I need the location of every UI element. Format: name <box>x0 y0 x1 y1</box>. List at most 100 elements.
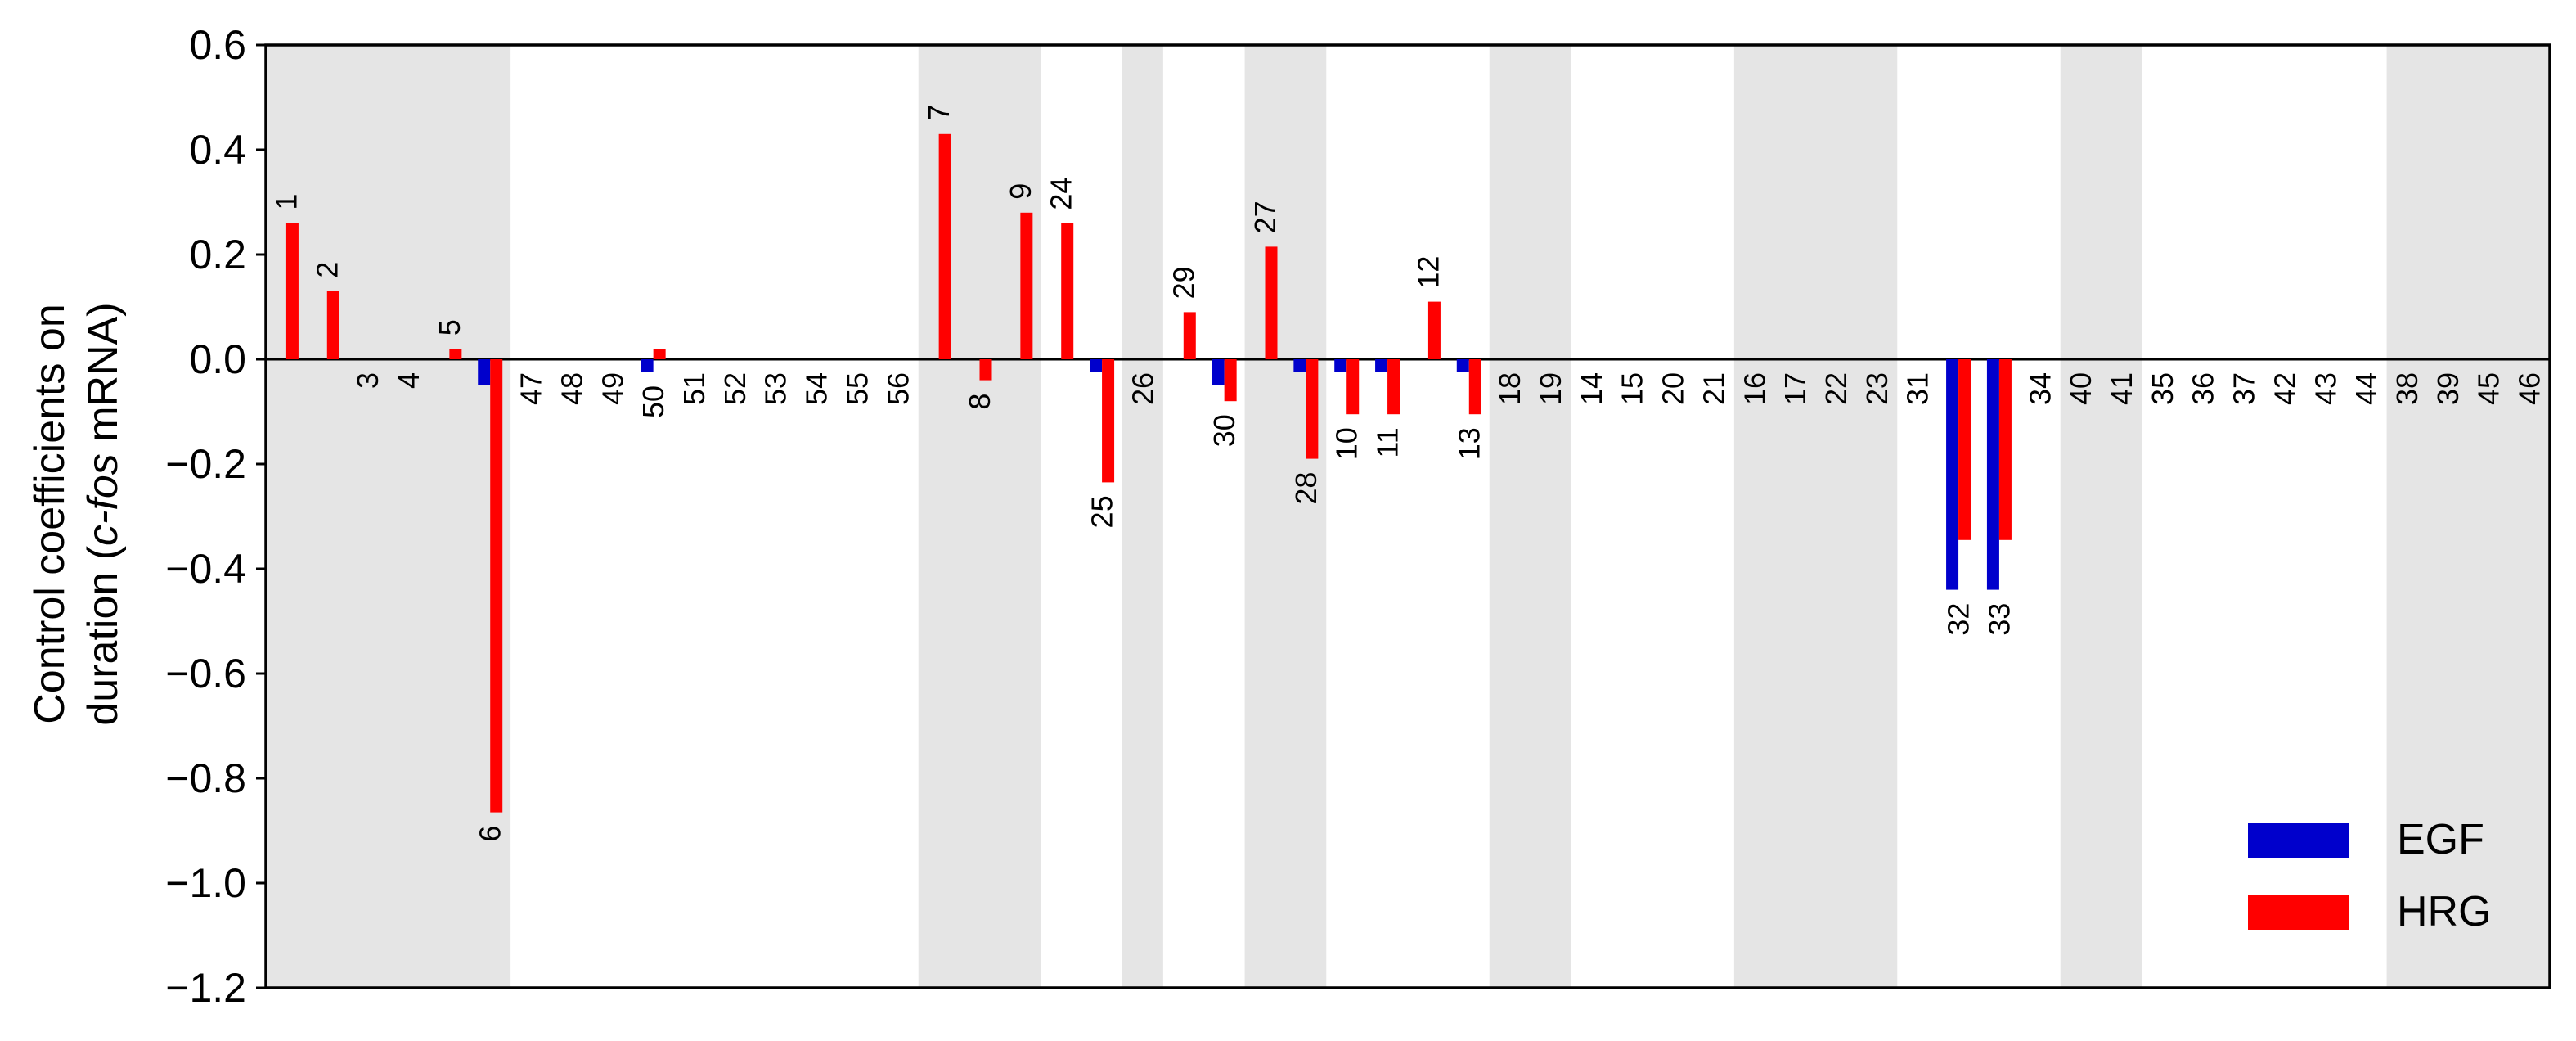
y-tick-label: −0.6 <box>165 651 246 696</box>
category-label-5: 5 <box>433 319 466 336</box>
category-label-15: 15 <box>1616 372 1649 405</box>
category-label-46: 46 <box>2513 372 2547 405</box>
bar-hrg-10 <box>1346 359 1360 415</box>
y-tick-label: 0.2 <box>189 232 246 277</box>
bar-hrg-33 <box>1998 359 2012 540</box>
category-label-48: 48 <box>555 372 588 405</box>
bar-hrg-13 <box>1468 359 1481 415</box>
category-label-26: 26 <box>1126 372 1159 405</box>
bar-hrg-6 <box>490 359 503 813</box>
bar-hrg-28 <box>1306 359 1319 459</box>
category-label-35: 35 <box>2146 372 2179 405</box>
category-label-1: 1 <box>269 194 303 210</box>
y-tick-label: −1.2 <box>165 965 246 1011</box>
y-axis-label-line2: duration (c-fos mRNA) <box>79 302 127 725</box>
category-label-32: 32 <box>1942 603 1976 636</box>
category-label-49: 49 <box>596 372 629 405</box>
category-label-34: 34 <box>2023 372 2057 405</box>
bar-hrg-9 <box>1020 212 1033 359</box>
category-label-53: 53 <box>759 372 793 405</box>
bar-hrg-50 <box>653 349 666 359</box>
category-label-45: 45 <box>2472 372 2506 405</box>
bar-hrg-30 <box>1224 359 1237 402</box>
y-tick-label: −1.0 <box>165 860 246 906</box>
legend-label-hrg: HRG <box>2397 888 2492 935</box>
category-label-17: 17 <box>1778 372 1812 405</box>
bar-hrg-32 <box>1958 359 1971 540</box>
category-label-21: 21 <box>1697 372 1730 405</box>
bar-egf-33 <box>1986 359 1999 590</box>
category-label-42: 42 <box>2268 372 2301 405</box>
category-label-41: 41 <box>2105 372 2138 405</box>
shaded-band-3 <box>1122 45 1163 988</box>
category-label-33: 33 <box>1982 603 2016 636</box>
category-label-51: 51 <box>677 372 711 405</box>
bar-hrg-2 <box>326 291 339 359</box>
category-label-47: 47 <box>515 372 548 405</box>
category-label-39: 39 <box>2431 372 2465 405</box>
bar-egf-13 <box>1456 359 1469 372</box>
category-label-22: 22 <box>1819 372 1853 405</box>
bars-layer <box>285 133 2012 813</box>
category-label-10: 10 <box>1330 427 1364 460</box>
shaded-band-4 <box>1244 45 1327 988</box>
bar-hrg-24 <box>1061 223 1074 359</box>
shaded-band-7 <box>2060 45 2142 988</box>
legend-label-egf: EGF <box>2397 816 2484 863</box>
bar-hrg-29 <box>1183 312 1196 359</box>
category-label-9: 9 <box>1004 183 1037 200</box>
category-label-37: 37 <box>2228 372 2261 405</box>
shaded-band-layer <box>266 45 2550 988</box>
y-axis-label-line1: Control coefficients on <box>26 304 74 724</box>
bar-hrg-7 <box>938 133 951 360</box>
category-label-14: 14 <box>1575 372 1608 405</box>
category-label-44: 44 <box>2349 372 2383 405</box>
bar-hrg-1 <box>285 223 299 359</box>
category-label-25: 25 <box>1086 495 1119 528</box>
y-tick-label: −0.4 <box>165 546 246 592</box>
bar-egf-32 <box>1946 359 1959 590</box>
category-label-29: 29 <box>1167 266 1200 299</box>
y-tick-label: 0.4 <box>189 127 246 173</box>
bar-egf-50 <box>641 359 654 372</box>
bar-egf-28 <box>1293 359 1306 372</box>
y-tick-label: −0.8 <box>165 755 246 801</box>
category-label-55: 55 <box>840 372 874 405</box>
category-label-30: 30 <box>1207 414 1241 447</box>
bar-hrg-25 <box>1102 359 1115 483</box>
bar-hrg-8 <box>979 359 992 381</box>
category-label-52: 52 <box>718 372 752 405</box>
y-axis-label-italic: c-fos <box>79 453 127 546</box>
category-label-19: 19 <box>1534 372 1567 405</box>
category-label-7: 7 <box>922 105 955 121</box>
category-label-11: 11 <box>1371 427 1405 457</box>
shaded-band-1 <box>266 45 511 988</box>
category-label-36: 36 <box>2187 372 2220 405</box>
bar-hrg-27 <box>1265 246 1278 359</box>
shaded-band-8 <box>2386 45 2550 988</box>
category-label-38: 38 <box>2390 372 2424 405</box>
category-label-12: 12 <box>1411 256 1445 289</box>
category-label-13: 13 <box>1452 427 1486 460</box>
y-axis-label-suffix: mRNA) <box>79 302 127 453</box>
y-tick-label: 0.0 <box>189 336 246 382</box>
bar-egf-10 <box>1334 359 1347 372</box>
category-label-40: 40 <box>2064 372 2097 405</box>
plot-frame <box>264 43 2551 989</box>
y-axis: 0.6 0.4 0.2 0.0 −0.2 −0.4 −0.6 −0.8 −1.0 −1.2 <box>165 22 266 1011</box>
bar-hrg-12 <box>1427 301 1441 359</box>
category-label-28: 28 <box>1289 472 1323 505</box>
category-label-23: 23 <box>1860 372 1894 405</box>
bar-egf-6 <box>478 359 491 385</box>
bar-egf-11 <box>1375 359 1388 372</box>
y-tick-label: 0.6 <box>189 22 246 68</box>
shaded-band-5 <box>1489 45 1571 988</box>
y-tick-label: −0.2 <box>165 441 246 487</box>
category-label-4: 4 <box>392 372 425 389</box>
bar-egf-30 <box>1212 359 1225 385</box>
category-label-16: 16 <box>1738 372 1771 405</box>
category-label-50: 50 <box>636 385 670 418</box>
bar-egf-25 <box>1090 359 1103 372</box>
legend: EGF HRG <box>2248 816 2492 935</box>
